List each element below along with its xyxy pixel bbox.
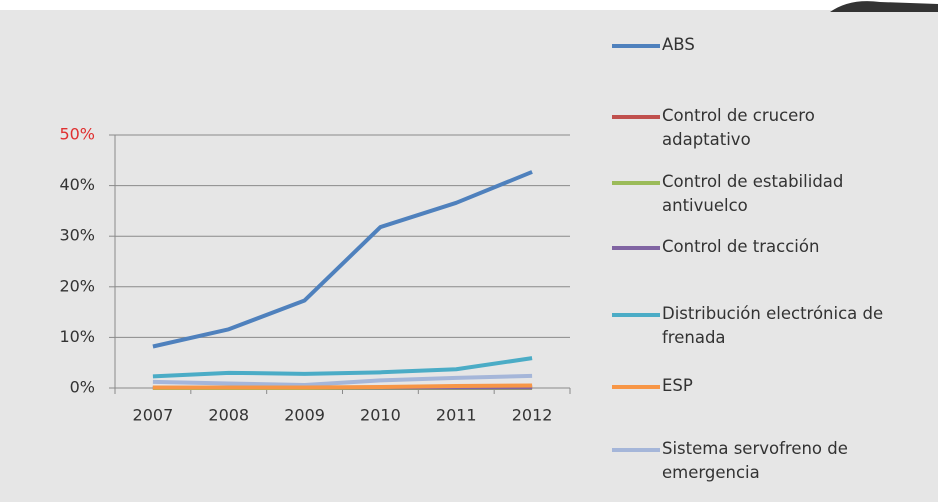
legend-label: Distribución electrónica de frenada: [662, 302, 902, 350]
legend-label: ABS: [662, 33, 902, 57]
x-tick-label: 2012: [512, 406, 553, 425]
car-fragment: [830, 1, 938, 12]
y-tick-label: 50%: [59, 125, 95, 144]
y-tick-label: 30%: [59, 226, 95, 245]
page: 0% 10% 20% 30% 40% 50% 2007 2008 2009 2010 2011 201…: [0, 0, 938, 502]
y-tick-label: 20%: [59, 276, 95, 295]
legend-label: ESP: [662, 374, 902, 398]
x-tick-label: 2010: [360, 406, 401, 425]
x-tick-label: 2008: [208, 406, 249, 425]
x-tick-label: 2007: [133, 406, 174, 425]
legend-label: Control de estabilidad antivuelco: [662, 170, 902, 218]
legend-label: Control de tracción: [662, 235, 902, 259]
legend-label: Sistema servofreno de emergencia: [662, 437, 902, 485]
x-tick-label: 2009: [284, 406, 325, 425]
x-tick-label: 2011: [436, 406, 477, 425]
y-tick-label: 0%: [70, 378, 95, 397]
series-line: [153, 172, 532, 347]
y-tick-label: 10%: [59, 327, 95, 346]
series-line: [153, 385, 532, 387]
series-line: [153, 376, 532, 385]
series-line: [153, 358, 532, 376]
legend-label: Control de crucero adaptativo: [662, 104, 902, 152]
y-tick-label: 40%: [59, 175, 95, 194]
